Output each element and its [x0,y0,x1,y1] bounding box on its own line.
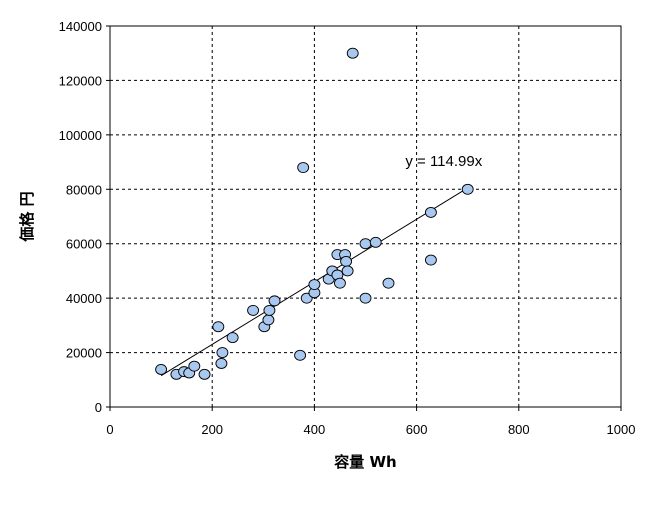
x-axis-title: 容量 Wh [333,453,396,471]
data-point [268,295,281,307]
data-point [263,304,276,316]
data-point [341,265,354,277]
y-tick-label: 0 [95,400,102,415]
data-point [308,279,321,290]
data-point [382,277,395,289]
data-point [369,236,382,248]
x-tick-label: 1000 [607,422,636,437]
y-tick-label: 140000 [59,19,102,34]
data-point [188,360,201,372]
tick-labels: 0 200 400 600 800 1000 0 20000 40000 60000 80000 10… [59,19,636,437]
data-point [340,255,353,267]
data-point [198,368,211,380]
data-point [334,277,346,289]
y-tick-label: 100000 [59,128,102,143]
data-point [424,254,437,266]
y-tick-label: 40000 [66,291,102,306]
data-point [461,183,474,195]
x-tick-label: 200 [201,422,223,437]
data-point [424,206,437,218]
data-point [359,292,372,304]
data-point [216,347,229,359]
y-tick-label: 20000 [66,346,102,361]
data-points [155,47,474,380]
data-point [297,162,310,173]
data-point [226,332,239,344]
y-tick-label: 60000 [66,237,102,252]
x-tick-label: 0 [106,422,113,437]
y-tick-label: 80000 [66,182,102,197]
y-axis-title: 価格 円 [18,191,36,242]
plot-area [109,25,622,408]
data-point [212,321,225,333]
trendline-equation: y = 114.99x [405,153,482,170]
data-point [215,358,228,369]
data-point [359,238,372,250]
data-point [346,47,359,59]
x-tick-label: 400 [304,422,326,437]
data-point [155,363,168,375]
y-tick-label: 120000 [59,73,102,88]
data-point [294,349,307,361]
gridlines [106,25,622,411]
x-tick-label: 600 [406,422,428,437]
x-tick-label: 800 [508,422,530,437]
data-point [262,314,275,326]
data-point [247,304,260,316]
